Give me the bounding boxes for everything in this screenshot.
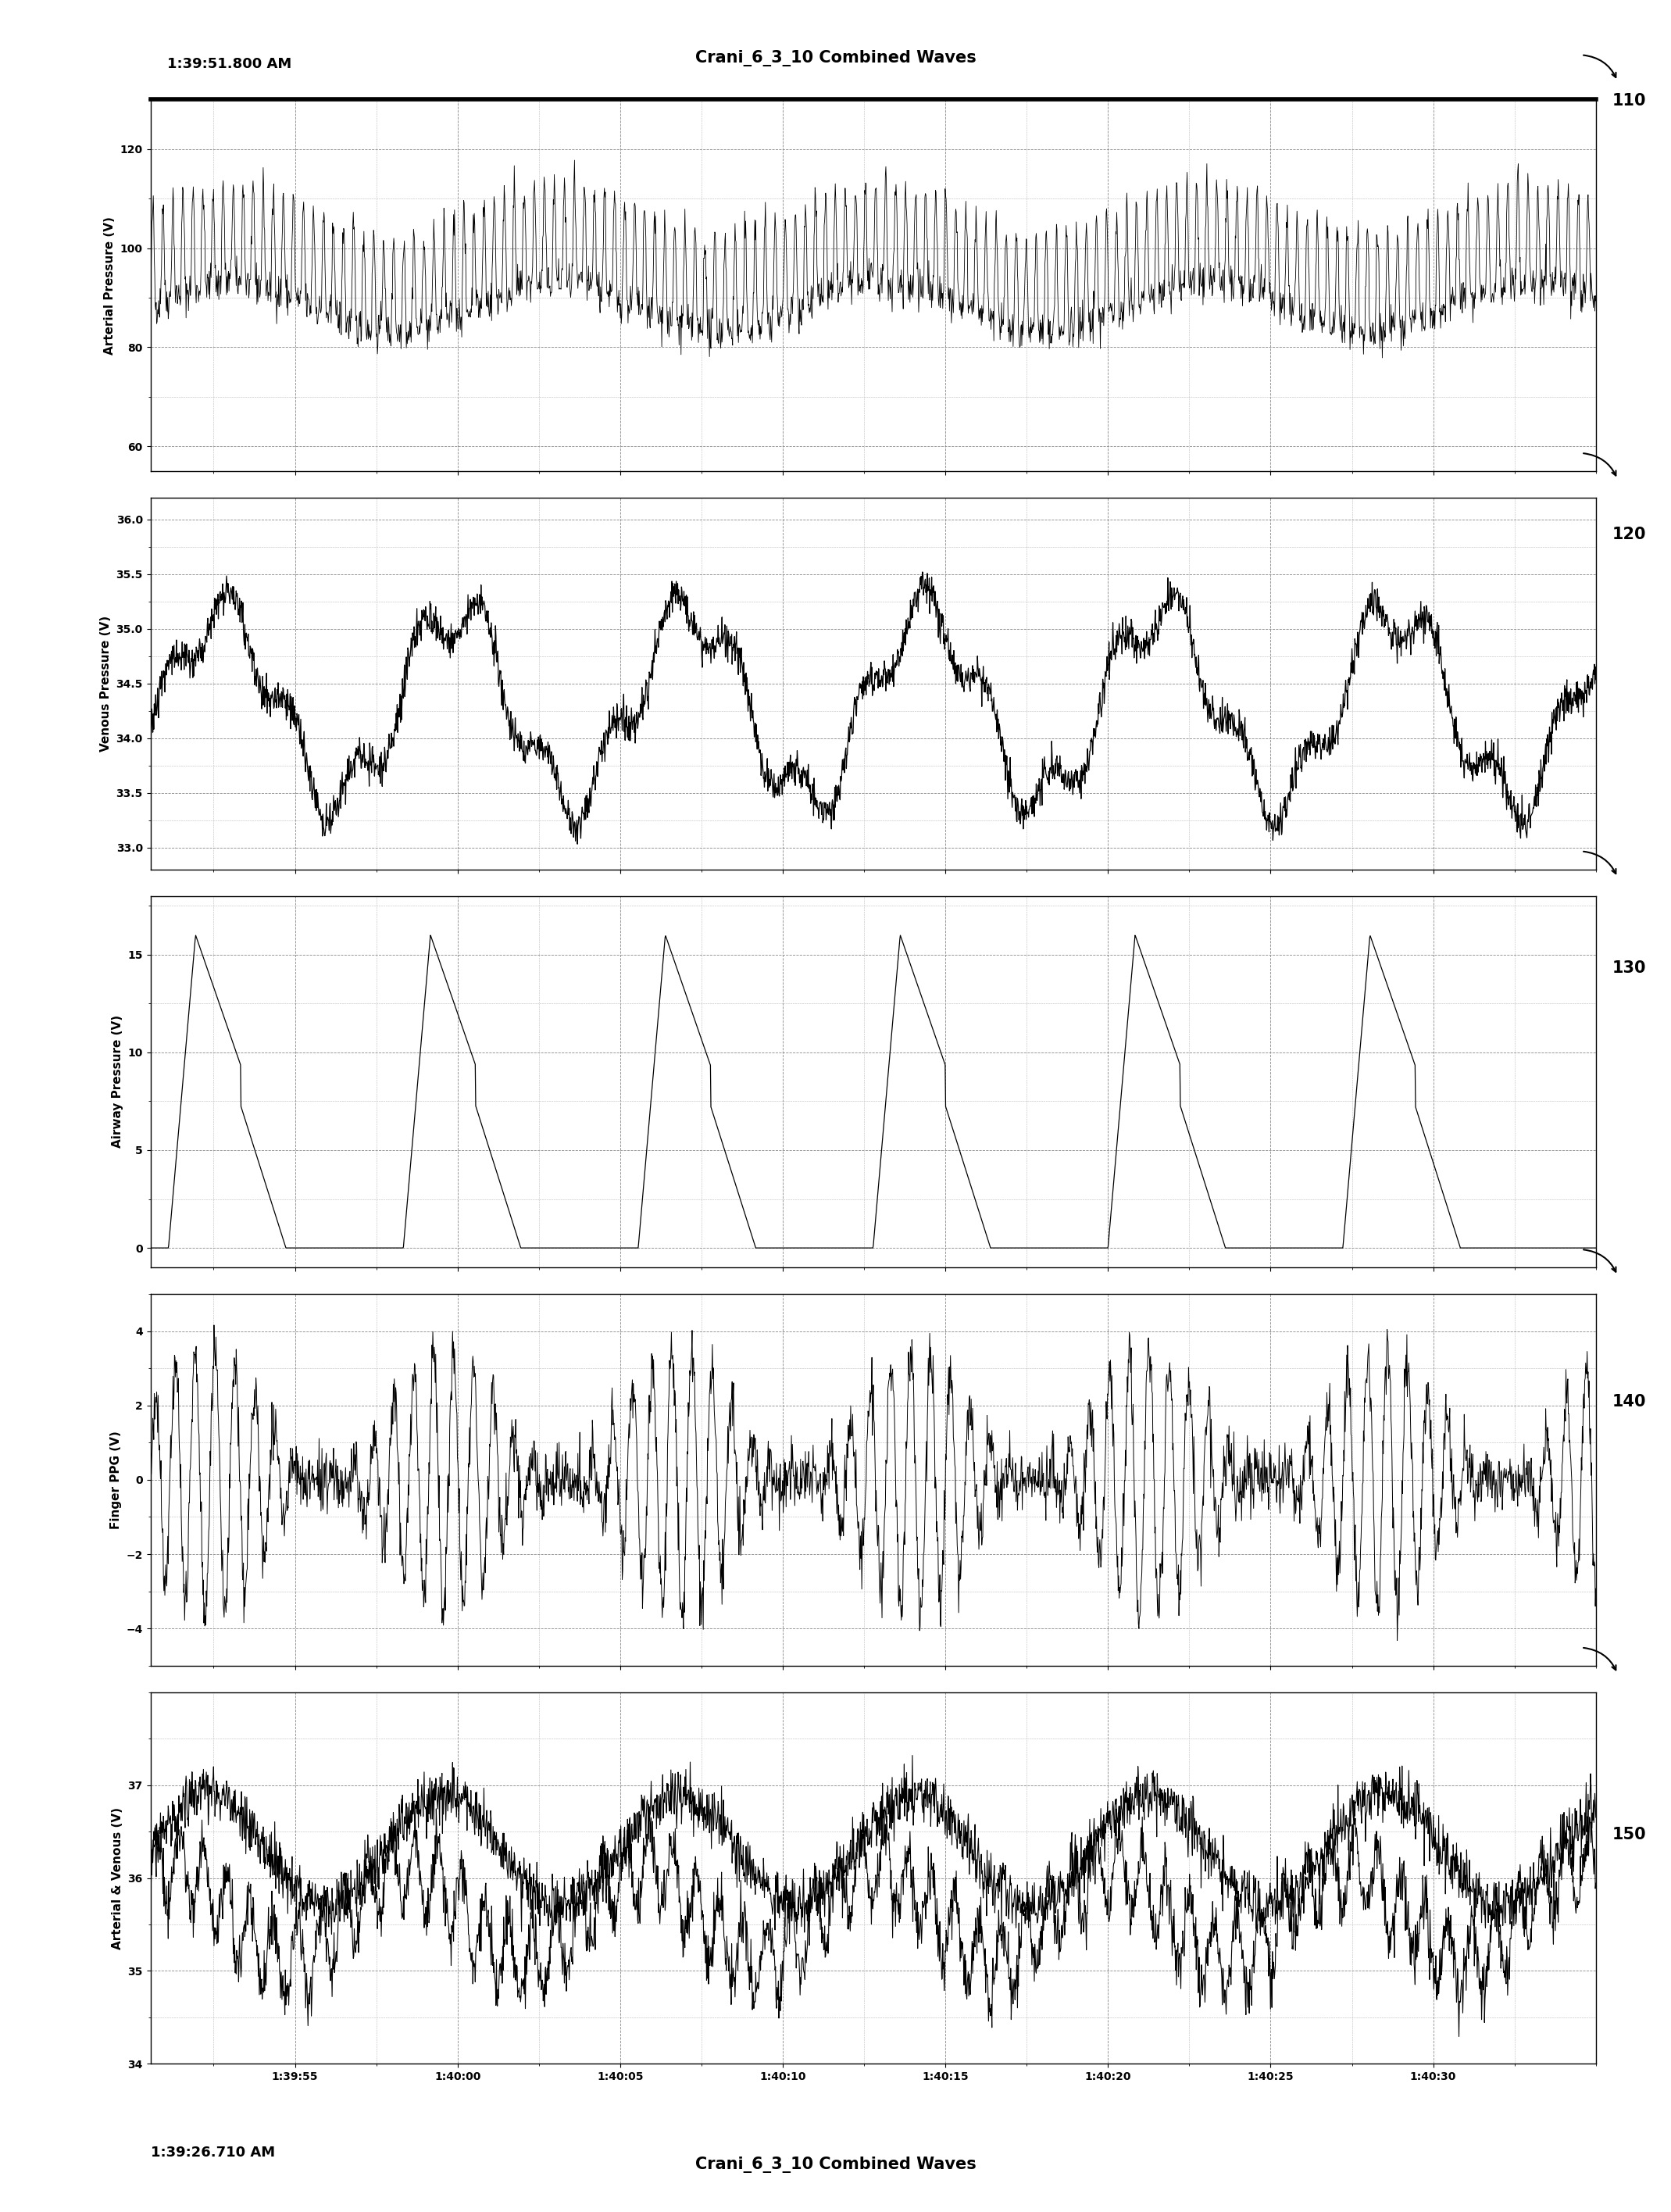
Text: 1:39:26.710 AM: 1:39:26.710 AM <box>150 2146 274 2159</box>
Text: 1:39:51.800 AM: 1:39:51.800 AM <box>167 58 291 71</box>
Text: 110: 110 <box>1613 93 1646 108</box>
Text: 120: 120 <box>1613 526 1646 542</box>
Y-axis label: Airway Pressure (V): Airway Pressure (V) <box>112 1015 124 1148</box>
Y-axis label: Finger PPG (V): Finger PPG (V) <box>110 1431 122 1528</box>
Text: 150: 150 <box>1613 1827 1646 1843</box>
Y-axis label: Arterial Pressure (V): Arterial Pressure (V) <box>104 217 115 354</box>
Text: Crani_6_3_10 Combined Waves: Crani_6_3_10 Combined Waves <box>695 51 976 66</box>
Y-axis label: Arterial & Venous (V): Arterial & Venous (V) <box>112 1807 124 1949</box>
Text: 140: 140 <box>1613 1394 1646 1409</box>
Y-axis label: Venous Pressure (V): Venous Pressure (V) <box>100 615 112 752</box>
Text: 130: 130 <box>1613 960 1646 975</box>
Text: Crani_6_3_10 Combined Waves: Crani_6_3_10 Combined Waves <box>695 2157 976 2172</box>
